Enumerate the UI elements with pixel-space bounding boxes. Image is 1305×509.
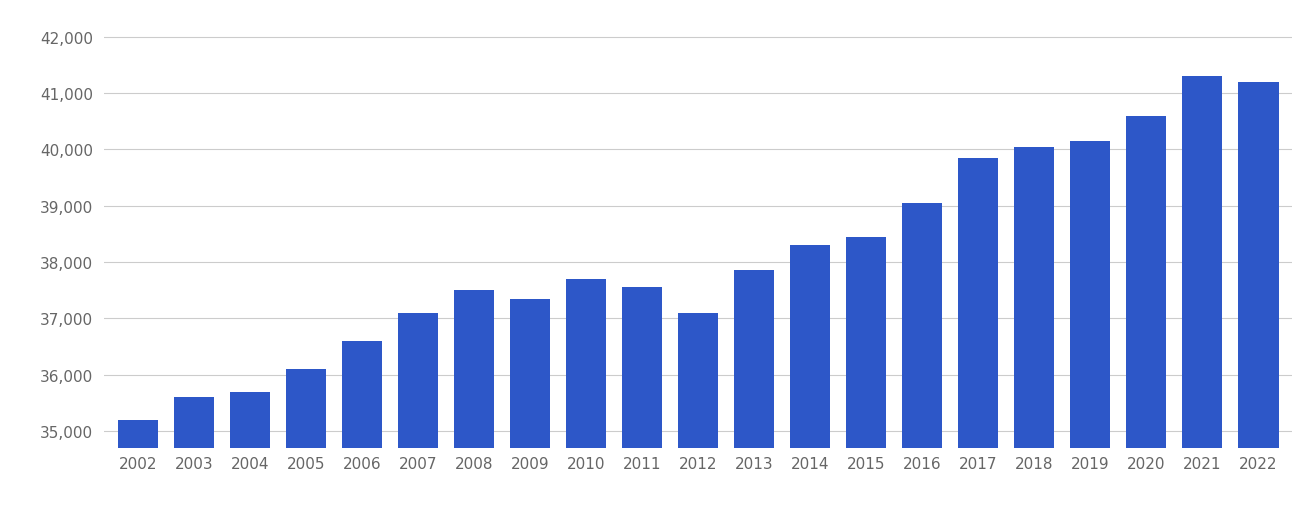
Bar — [679, 313, 718, 509]
Bar — [846, 237, 886, 509]
Bar — [117, 420, 158, 509]
Bar — [566, 279, 607, 509]
Bar — [286, 369, 326, 509]
Bar — [902, 204, 942, 509]
Bar — [454, 291, 495, 509]
Bar — [1014, 147, 1054, 509]
Bar — [342, 341, 382, 509]
Bar — [1238, 82, 1279, 509]
Bar — [230, 392, 270, 509]
Bar — [622, 288, 663, 509]
Bar — [1182, 77, 1223, 509]
Bar — [1070, 142, 1111, 509]
Bar — [398, 313, 438, 509]
Bar — [1126, 117, 1167, 509]
Bar — [790, 246, 830, 509]
Bar — [174, 398, 214, 509]
Bar — [510, 299, 551, 509]
Bar — [733, 271, 774, 509]
Bar — [958, 158, 998, 509]
